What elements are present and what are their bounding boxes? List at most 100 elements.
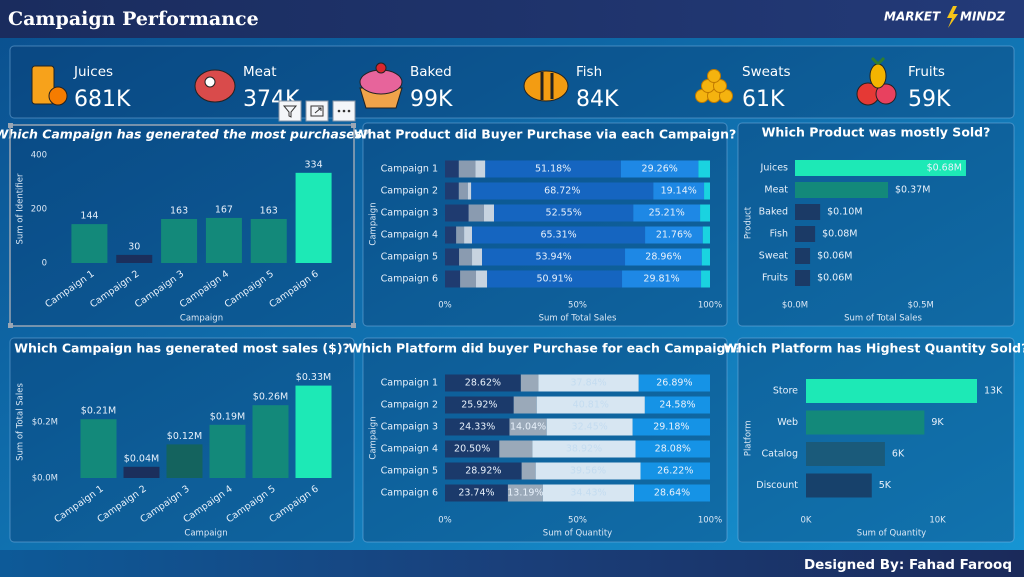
x-tick-label: $0.0M: [782, 301, 808, 311]
chart-title: Which Campaign has generated the most pu…: [0, 127, 369, 142]
chart: Which Platform did buyer Purchase for ea…: [348, 337, 742, 543]
bar-segment: [509, 418, 547, 436]
data-label: $0.33M: [296, 372, 331, 383]
data-label: 13K: [984, 386, 1003, 397]
more-icon: [337, 109, 341, 113]
data-label: $0.21M: [81, 406, 116, 417]
bar: [806, 473, 872, 498]
chart: Which Campaign has generated the most pu…: [0, 124, 369, 327]
y-tick-label: Campaign 3: [381, 208, 438, 219]
bar-segment: [472, 226, 646, 244]
bar-segment: [475, 160, 486, 178]
bar-segment: [445, 484, 508, 502]
kpi-card: Juices 681K: [31, 64, 131, 112]
kpi-name: Fish: [576, 64, 602, 80]
bar-segment: [635, 440, 710, 458]
footer-credit: Designed By: Fahad Farooq: [804, 557, 1012, 573]
bar-segment: [701, 248, 710, 266]
data-label: 39.56%: [570, 466, 606, 477]
bar-segment: [701, 270, 710, 288]
data-label: 163: [170, 205, 188, 216]
x-tick-label: 100%: [698, 516, 722, 526]
bar: [166, 444, 203, 478]
y-axis-label: Campaign: [369, 202, 379, 245]
bar: [295, 385, 332, 478]
bar-segment: [464, 226, 473, 244]
bar-segment: [535, 462, 641, 480]
x-axis-label: Sum of Quantity: [543, 529, 612, 539]
kpi-icon: [523, 70, 569, 102]
bar-segment: [460, 270, 477, 288]
bar-segment: [445, 418, 510, 436]
data-label: 29.26%: [642, 164, 678, 175]
kpi-icon: [194, 69, 236, 103]
bar-segment: [638, 374, 710, 392]
bar-segment: [458, 182, 468, 200]
data-label: $0.37M: [895, 185, 930, 196]
y-axis-label: Sum of Identifier: [16, 173, 26, 244]
data-label: 28.92%: [465, 466, 501, 477]
panel: [9, 337, 355, 543]
panel: [737, 337, 1015, 543]
data-label: 14.04%: [510, 422, 546, 433]
bar-segment: [640, 462, 710, 480]
x-tick-label: 0%: [438, 301, 452, 311]
bar-segment: [445, 440, 500, 458]
filter-button[interactable]: [278, 100, 302, 122]
panel: [362, 337, 728, 543]
data-label: 25.21%: [649, 208, 685, 219]
bar: [205, 217, 242, 263]
bar: [123, 466, 160, 478]
chart: Which Product was mostly Sold? Product Sum…: [737, 122, 1015, 327]
bar-segment: [653, 182, 705, 200]
data-label: 51.18%: [535, 164, 571, 175]
kpi-icon: [375, 62, 387, 74]
y-axis-label: Product: [744, 206, 754, 239]
kpi-value: 61K: [742, 87, 785, 112]
bar-segment: [445, 160, 459, 178]
kpi-icon: [870, 56, 886, 66]
data-label: 53.94%: [535, 252, 571, 263]
bar-segment: [499, 440, 533, 458]
data-label: $0.10M: [827, 207, 862, 218]
logo-text: MARKET: [884, 10, 941, 24]
x-tick-label: 50%: [568, 301, 587, 311]
x-axis-label: Sum of Total Sales: [539, 314, 617, 324]
bar: [806, 442, 885, 466]
bar-segment: [445, 226, 457, 244]
data-label: 26.22%: [657, 466, 693, 477]
kpi-icon: [204, 76, 216, 88]
bar-segment: [644, 396, 710, 414]
data-label: 32.45%: [572, 422, 608, 433]
bar-segment: [634, 484, 710, 502]
kpi-card: Fish 84K: [523, 64, 619, 112]
bar-segment: [521, 462, 536, 480]
data-label: 26.89%: [656, 378, 692, 389]
kpi-icon: [359, 69, 403, 95]
chart-title: Which Product was mostly Sold?: [762, 125, 991, 140]
data-label: $0.06M: [817, 273, 852, 284]
bar-segment: [476, 270, 488, 288]
header-bar: [0, 0, 1024, 38]
bar: [795, 182, 889, 198]
data-label: 167: [215, 204, 233, 215]
data-label: 68.72%: [544, 186, 580, 197]
x-axis-label: Sum of Total Sales: [844, 314, 922, 324]
y-tick-label: 400: [31, 151, 47, 161]
data-label: $0.26M: [253, 392, 288, 403]
kpi-icon: [31, 65, 55, 105]
bar-segment: [445, 396, 514, 414]
bar-segment: [459, 248, 473, 266]
bar-segment: [620, 160, 699, 178]
data-label: 28.96%: [645, 252, 681, 263]
y-tick-label: Campaign 5: [381, 466, 438, 477]
y-tick-label: Fish: [770, 229, 788, 240]
data-label: 28.62%: [465, 378, 501, 389]
kpi-value: 99K: [410, 87, 453, 112]
bar-segment: [472, 248, 483, 266]
y-tick-label: Campaign 4: [381, 230, 438, 241]
bar: [80, 419, 117, 478]
logo-bolt: [947, 6, 958, 28]
data-label: $0.04M: [124, 453, 159, 464]
